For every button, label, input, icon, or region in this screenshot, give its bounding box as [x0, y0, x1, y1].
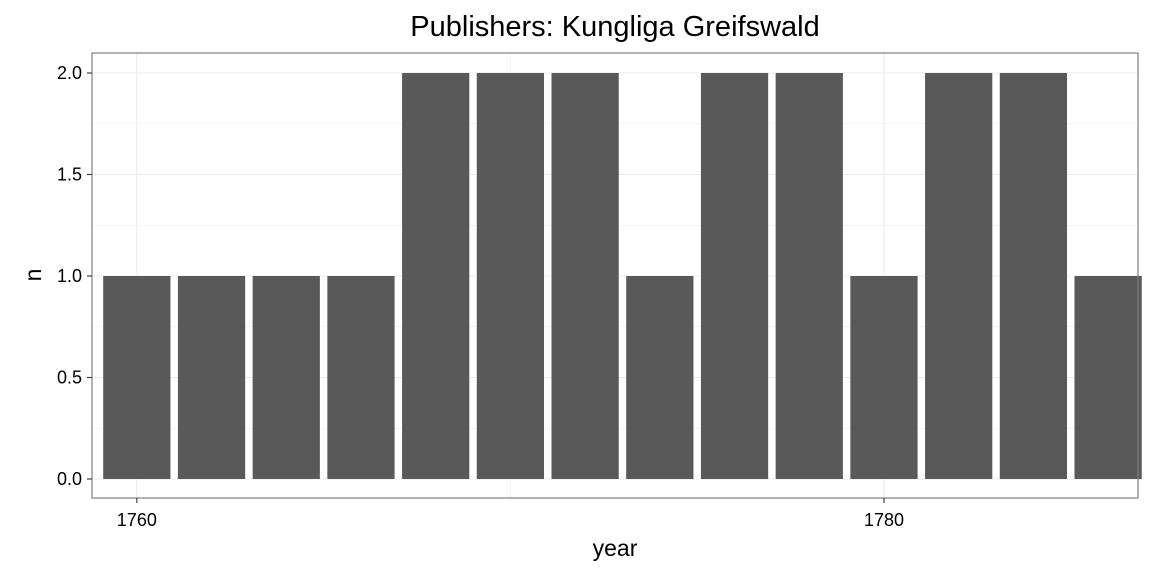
x-axis-label: year: [593, 535, 638, 561]
bar: [476, 73, 545, 479]
bar: [999, 73, 1068, 479]
chart-title: Publishers: Kungliga Greifswald: [410, 11, 819, 43]
bar: [402, 73, 470, 479]
bar: [925, 73, 993, 479]
y-axis-label: n: [20, 269, 46, 282]
y-tick-label: 1.5: [57, 165, 82, 185]
bar: [252, 276, 320, 479]
x-tick-label: 1760: [117, 510, 157, 530]
axes: 0.0 0.5 1.0 1.5 2.0 1760 1780: [57, 63, 904, 530]
y-tick-label: 0.5: [57, 368, 82, 388]
y-tick-label: 2.0: [57, 63, 82, 83]
bar: [103, 276, 171, 479]
bars: [103, 73, 1142, 479]
bar: [551, 73, 619, 479]
bar: [775, 73, 843, 479]
x-tick-label: 1780: [864, 510, 904, 530]
y-tick-label: 0.0: [57, 469, 82, 489]
bar: [700, 73, 769, 479]
bar: [850, 276, 918, 479]
bar: [177, 276, 246, 479]
y-tick-label: 1.0: [57, 266, 82, 286]
bar: [327, 276, 395, 479]
bar: [626, 276, 694, 479]
bar: [1074, 276, 1142, 479]
